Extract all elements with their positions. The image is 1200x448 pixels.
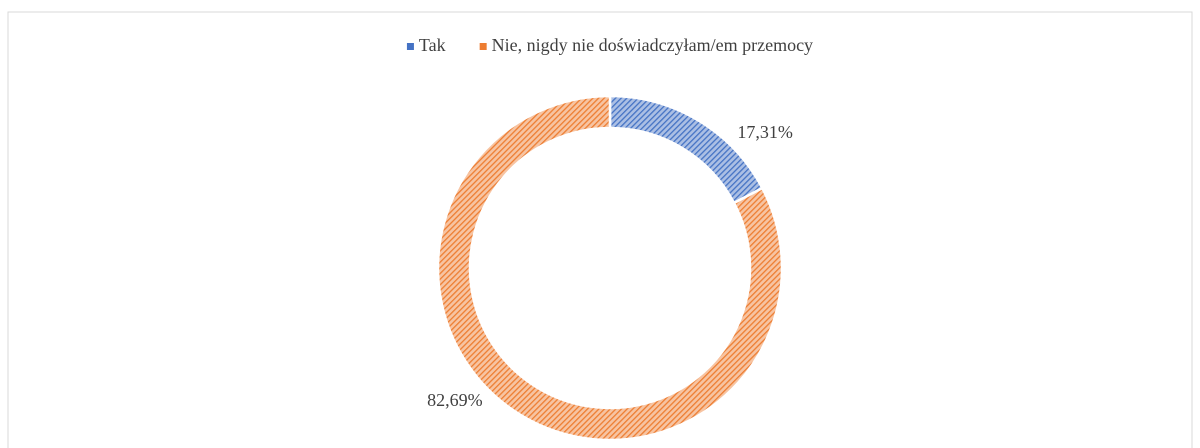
legend-label: Tak xyxy=(419,35,446,55)
chart-frame xyxy=(7,11,1193,448)
data-label: 82,69% xyxy=(427,390,483,410)
legend-swatch xyxy=(479,43,487,50)
data-label: 17,31% xyxy=(737,122,793,142)
donut-slice xyxy=(436,94,784,442)
legend-swatch xyxy=(406,43,414,50)
legend-label: Nie, nigdy nie doświadczyłam/em przemocy xyxy=(492,35,813,55)
